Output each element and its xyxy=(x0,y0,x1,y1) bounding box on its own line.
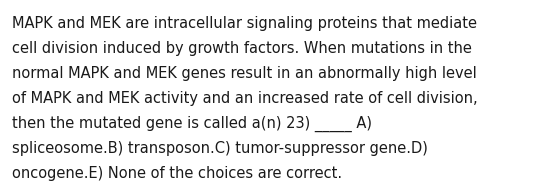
Text: of MAPK and MEK activity and an increased rate of cell division,: of MAPK and MEK activity and an increase… xyxy=(12,91,478,106)
Text: spliceosome.B) transposon.C) tumor-suppressor gene.D): spliceosome.B) transposon.C) tumor-suppr… xyxy=(12,141,428,156)
Text: normal MAPK and MEK genes result in an abnormally high level: normal MAPK and MEK genes result in an a… xyxy=(12,66,477,81)
Text: oncogene.E) None of the choices are correct.: oncogene.E) None of the choices are corr… xyxy=(12,166,343,181)
Text: MAPK and MEK are intracellular signaling proteins that mediate: MAPK and MEK are intracellular signaling… xyxy=(12,16,477,31)
Text: cell division induced by growth factors. When mutations in the: cell division induced by growth factors.… xyxy=(12,41,472,56)
Text: then the mutated gene is called a(n) 23) _____ A): then the mutated gene is called a(n) 23)… xyxy=(12,116,372,132)
